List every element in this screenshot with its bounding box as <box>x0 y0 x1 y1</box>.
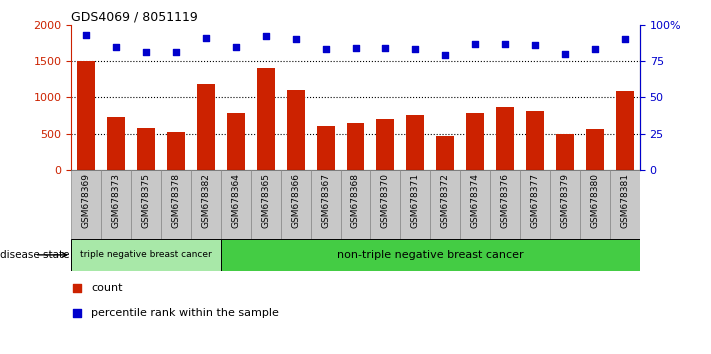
Text: disease state: disease state <box>0 250 70 260</box>
Bar <box>251 170 281 239</box>
Text: GSM678364: GSM678364 <box>231 173 240 228</box>
Bar <box>496 107 514 170</box>
Point <box>350 45 361 51</box>
Text: GSM678376: GSM678376 <box>501 173 510 228</box>
Bar <box>616 91 634 170</box>
Bar <box>526 111 544 170</box>
Point <box>200 35 211 41</box>
Bar <box>430 170 460 239</box>
Bar <box>101 170 131 239</box>
Bar <box>316 126 335 170</box>
Bar <box>490 170 520 239</box>
Bar <box>556 133 574 170</box>
Bar <box>221 170 251 239</box>
Bar <box>197 84 215 170</box>
Bar <box>281 170 311 239</box>
Text: GSM678381: GSM678381 <box>621 173 629 228</box>
Point <box>500 41 511 46</box>
Bar <box>107 117 125 170</box>
Point <box>619 36 631 42</box>
Text: GSM678375: GSM678375 <box>141 173 151 228</box>
Point <box>260 34 272 39</box>
Text: GSM678379: GSM678379 <box>560 173 570 228</box>
Bar <box>191 170 221 239</box>
Bar <box>131 170 161 239</box>
Point <box>410 47 421 52</box>
Point <box>560 51 571 57</box>
Bar <box>370 170 400 239</box>
Text: GSM678380: GSM678380 <box>591 173 599 228</box>
Text: GSM678366: GSM678366 <box>291 173 300 228</box>
Text: GSM678369: GSM678369 <box>82 173 90 228</box>
Text: GSM678371: GSM678371 <box>411 173 420 228</box>
Bar <box>460 170 490 239</box>
Bar <box>376 119 395 170</box>
Bar <box>137 128 155 170</box>
Text: GDS4069 / 8051119: GDS4069 / 8051119 <box>71 11 198 24</box>
Text: percentile rank within the sample: percentile rank within the sample <box>91 308 279 318</box>
Bar <box>221 239 640 271</box>
Text: GSM678368: GSM678368 <box>351 173 360 228</box>
Point <box>589 47 601 52</box>
Text: non-triple negative breast cancer: non-triple negative breast cancer <box>337 250 524 260</box>
Text: GSM678374: GSM678374 <box>471 173 480 228</box>
Text: GSM678373: GSM678373 <box>112 173 120 228</box>
Text: GSM678370: GSM678370 <box>381 173 390 228</box>
Bar <box>257 68 274 170</box>
Bar <box>407 115 424 170</box>
Bar <box>71 170 101 239</box>
Text: count: count <box>91 283 122 293</box>
Point <box>402 197 413 203</box>
Text: GSM678372: GSM678372 <box>441 173 450 228</box>
Text: GSM678378: GSM678378 <box>171 173 181 228</box>
Point <box>439 52 451 58</box>
Point <box>469 41 481 46</box>
Point <box>290 36 301 42</box>
Bar <box>610 170 640 239</box>
Bar <box>520 170 550 239</box>
Bar <box>580 170 610 239</box>
Bar <box>311 170 341 239</box>
Bar <box>167 132 185 170</box>
Bar <box>346 123 365 170</box>
Bar <box>550 170 580 239</box>
Point <box>230 44 242 49</box>
Bar <box>71 239 221 271</box>
Point <box>320 47 331 52</box>
Bar <box>341 170 370 239</box>
Bar <box>77 61 95 170</box>
Text: GSM678365: GSM678365 <box>261 173 270 228</box>
Text: triple negative breast cancer: triple negative breast cancer <box>80 250 212 259</box>
Bar <box>400 170 430 239</box>
Point <box>170 50 181 55</box>
Point <box>140 50 151 55</box>
Bar <box>227 113 245 170</box>
Bar <box>437 136 454 170</box>
Bar <box>287 90 304 170</box>
Point <box>380 45 391 51</box>
Bar <box>466 113 484 170</box>
Text: GSM678367: GSM678367 <box>321 173 330 228</box>
Bar <box>161 170 191 239</box>
Text: GSM678382: GSM678382 <box>201 173 210 228</box>
Point <box>110 44 122 49</box>
Bar <box>586 129 604 170</box>
Point <box>80 32 92 38</box>
Point <box>530 42 541 48</box>
Text: GSM678377: GSM678377 <box>530 173 540 228</box>
